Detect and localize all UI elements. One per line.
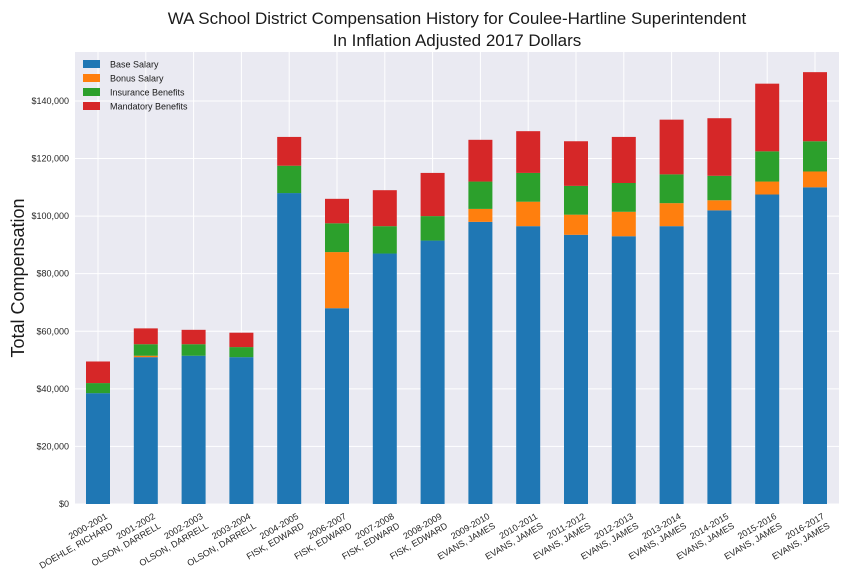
bar-base-salary-1 (133, 357, 158, 504)
bar-insurance-benefits-14 (755, 151, 780, 182)
y-axis-label: Total Compensation (8, 198, 28, 357)
bar-insurance-benefits-0 (86, 383, 110, 394)
bars (86, 72, 827, 505)
bar-base-salary-9 (516, 226, 541, 504)
bar-mandatory-benefits-11 (611, 136, 636, 183)
y-tick-label-6: $120,000 (31, 154, 69, 164)
bar-bonus-salary-11 (611, 211, 636, 237)
bar-insurance-benefits-5 (325, 223, 349, 253)
bar-mandatory-benefits-1 (133, 328, 158, 345)
bar-base-salary-3 (229, 357, 254, 504)
bar-base-salary-8 (468, 221, 493, 505)
bar-mandatory-benefits-12 (659, 119, 684, 175)
legend-label-2: Insurance Benefits (110, 88, 185, 98)
legend-swatch-1 (83, 74, 100, 82)
bar-base-salary-12 (659, 226, 684, 504)
bar-insurance-benefits-4 (277, 165, 302, 194)
legend-swatch-3 (83, 102, 100, 110)
bar-insurance-benefits-7 (420, 216, 445, 241)
bar-bonus-salary-5 (325, 252, 349, 309)
bar-base-salary-10 (564, 234, 588, 504)
bar-bonus-salary-10 (564, 214, 588, 235)
chart-subtitle: In Inflation Adjusted 2017 Dollars (333, 31, 582, 50)
bar-mandatory-benefits-4 (277, 136, 302, 166)
bar-bonus-salary-15 (803, 171, 827, 188)
bar-base-salary-15 (803, 187, 827, 504)
bar-mandatory-benefits-14 (755, 83, 780, 152)
bar-mandatory-benefits-13 (707, 118, 732, 176)
bar-mandatory-benefits-10 (564, 141, 588, 186)
y-tick-label-0: $0 (59, 499, 69, 509)
bar-mandatory-benefits-5 (325, 198, 349, 224)
bar-bonus-salary-9 (516, 201, 541, 227)
legend-swatch-2 (83, 88, 100, 96)
y-axis-ticks: $0 $20,000 $40,000 $60,000 $80,000 $100,000 $1… (31, 96, 69, 509)
bar-base-salary-14 (755, 194, 780, 504)
y-tick-label-5: $100,000 (31, 211, 69, 221)
bar-insurance-benefits-15 (803, 141, 827, 172)
y-tick-label-1: $20,000 (36, 441, 69, 451)
bar-base-salary-13 (707, 210, 732, 505)
bar-bonus-salary-12 (659, 203, 684, 227)
bar-mandatory-benefits-8 (468, 139, 493, 182)
bar-insurance-benefits-9 (516, 172, 541, 202)
bar-base-salary-5 (325, 308, 349, 504)
y-tick-label-4: $80,000 (36, 269, 69, 279)
bar-base-salary-2 (181, 355, 206, 504)
bar-base-salary-7 (420, 240, 445, 504)
legend: Base Salary Bonus Salary Insurance Benefit… (83, 60, 188, 112)
bar-insurance-benefits-1 (133, 344, 158, 356)
y-tick-label-7: $140,000 (31, 96, 69, 106)
bar-bonus-salary-8 (468, 208, 493, 222)
bar-insurance-benefits-3 (229, 347, 254, 358)
bar-insurance-benefits-12 (659, 174, 684, 204)
legend-label-1: Bonus Salary (110, 74, 164, 84)
bar-base-salary-4 (277, 193, 302, 504)
bar-mandatory-benefits-6 (372, 190, 397, 227)
bar-insurance-benefits-8 (468, 181, 493, 209)
bar-insurance-benefits-10 (564, 185, 588, 215)
legend-label-0: Base Salary (110, 60, 159, 70)
bar-base-salary-6 (372, 253, 397, 504)
bar-mandatory-benefits-3 (229, 332, 254, 348)
bar-insurance-benefits-13 (707, 175, 732, 201)
bar-mandatory-benefits-15 (803, 72, 827, 142)
bar-insurance-benefits-2 (181, 344, 206, 356)
bar-bonus-salary-13 (707, 200, 732, 211)
bar-mandatory-benefits-9 (516, 131, 541, 173)
bar-bonus-salary-14 (755, 181, 780, 195)
legend-swatch-0 (83, 60, 100, 68)
bar-base-salary-11 (611, 236, 636, 505)
y-tick-label-2: $40,000 (36, 384, 69, 394)
bar-mandatory-benefits-7 (420, 172, 445, 217)
bar-mandatory-benefits-2 (181, 329, 206, 345)
bar-base-salary-0 (86, 393, 110, 504)
bar-insurance-benefits-11 (611, 182, 636, 212)
y-tick-label-3: $60,000 (36, 326, 69, 336)
bar-mandatory-benefits-0 (86, 361, 110, 384)
chart-title: WA School District Compensation History … (168, 9, 747, 28)
bar-bonus-salary-1 (133, 355, 158, 358)
bar-insurance-benefits-6 (372, 226, 397, 254)
legend-label-3: Mandatory Benefits (110, 102, 188, 112)
